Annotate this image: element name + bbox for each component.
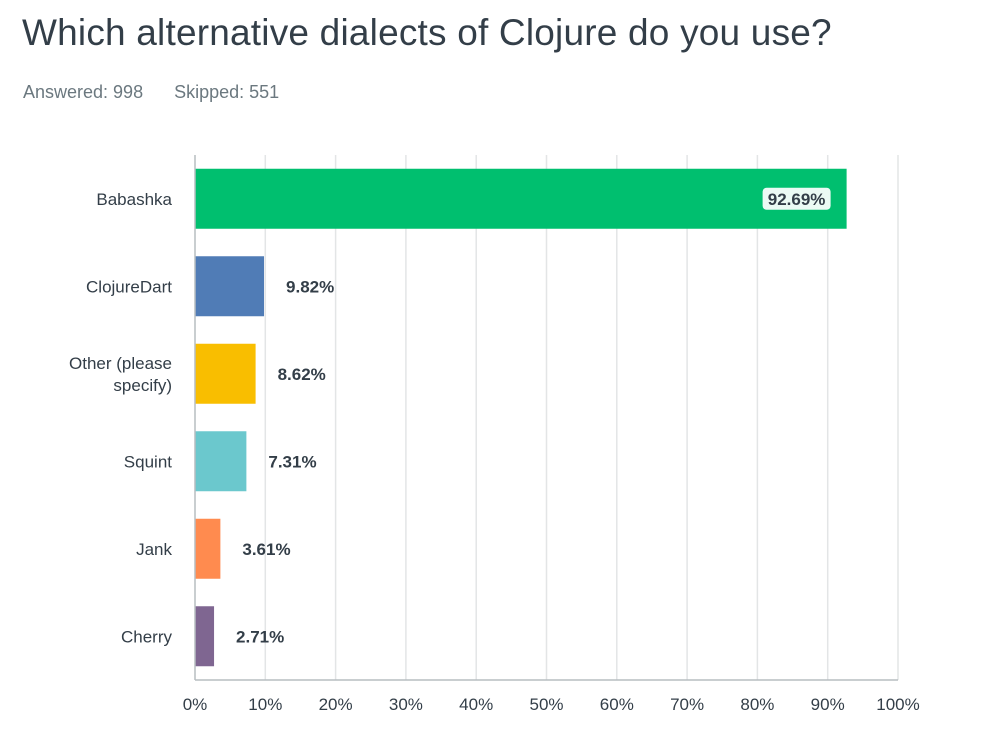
value-label: 92.69%: [768, 190, 826, 209]
bar[interactable]: [195, 168, 847, 229]
x-tick-label: 70%: [670, 695, 704, 714]
x-tick-label: 0%: [183, 695, 208, 714]
bars: 92.69% 9.82% 8.62% 7.31% 3.61% 2.71%: [195, 168, 847, 667]
grid-lines: [264, 155, 899, 680]
bar[interactable]: [195, 431, 247, 492]
bar[interactable]: [195, 256, 265, 317]
x-tick-label: 40%: [459, 695, 493, 714]
x-tick-label: 100%: [876, 695, 919, 714]
category-label: ClojureDart: [86, 277, 172, 296]
category-label: Other (please specify): [69, 354, 172, 395]
x-tick-label: 60%: [600, 695, 634, 714]
skipped-count: Skipped: 551: [174, 82, 280, 102]
value-label: 8.62%: [278, 365, 326, 384]
value-label: 2.71%: [236, 627, 284, 646]
category-label: Jank: [136, 540, 172, 559]
x-tick-label: 20%: [319, 695, 353, 714]
bar[interactable]: [195, 343, 256, 404]
x-tick-label: 10%: [248, 695, 282, 714]
bar[interactable]: [195, 518, 221, 579]
value-label: 7.31%: [268, 452, 316, 471]
x-tick-label: 50%: [529, 695, 563, 714]
category-label: Cherry: [121, 627, 173, 646]
x-tick-label: 30%: [389, 695, 423, 714]
response-stats: Answered: 998 Skipped: 551: [23, 82, 279, 103]
value-label: 3.61%: [242, 540, 290, 559]
bar[interactable]: [195, 606, 215, 667]
question-title: Which alternative dialects of Clojure do…: [22, 12, 832, 53]
category-label: Babashka: [96, 190, 172, 209]
x-tick-label: 80%: [740, 695, 774, 714]
value-label-background: [762, 187, 831, 210]
axes: 0% 10% 20% 30% 40% 50% 60% 70% 80% 90% 100% Babashk…: [69, 155, 920, 714]
x-tick-label: 90%: [811, 695, 845, 714]
answered-count: Answered: 998: [23, 82, 144, 102]
value-label: 9.82%: [286, 277, 334, 296]
category-label: Squint: [124, 452, 172, 471]
